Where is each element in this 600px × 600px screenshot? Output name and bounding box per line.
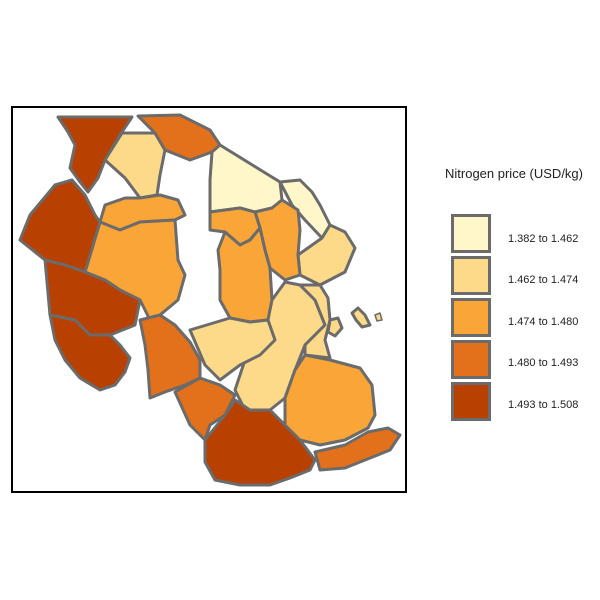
region-mtwara[interactable] [313,426,402,472]
region-zanzibar-small[interactable] [374,312,383,322]
legend-label-5: 1.493 to 1.508 [508,399,579,411]
legend-label-4: 1.480 to 1.493 [508,357,579,369]
region-ruvuma[interactable] [203,398,317,487]
legend-label-3: 1.474 to 1.480 [508,316,579,328]
region-zanzibar[interactable] [350,306,372,329]
region-lindi[interactable] [283,353,377,447]
legend-label-2: 1.462 to 1.474 [508,274,579,286]
legend-title: Nitrogen price (USD/kg) [445,166,583,181]
region-dodoma[interactable] [216,226,274,324]
legend-swatch-3 [451,298,491,337]
region-iringa[interactable] [188,316,277,382]
region-dar-es-salaam[interactable] [326,316,344,338]
region-rukwa[interactable] [48,313,132,392]
region-pwani[interactable] [298,283,332,360]
legend-swatch-4 [451,340,491,379]
map-regions [18,113,402,487]
legend-swatch-2 [451,256,491,295]
region-kagera[interactable] [56,115,134,194]
legend-swatch-5 [451,382,491,421]
legend-label-1: 1.382 to 1.462 [508,233,579,245]
legend-swatch-1 [451,214,491,253]
